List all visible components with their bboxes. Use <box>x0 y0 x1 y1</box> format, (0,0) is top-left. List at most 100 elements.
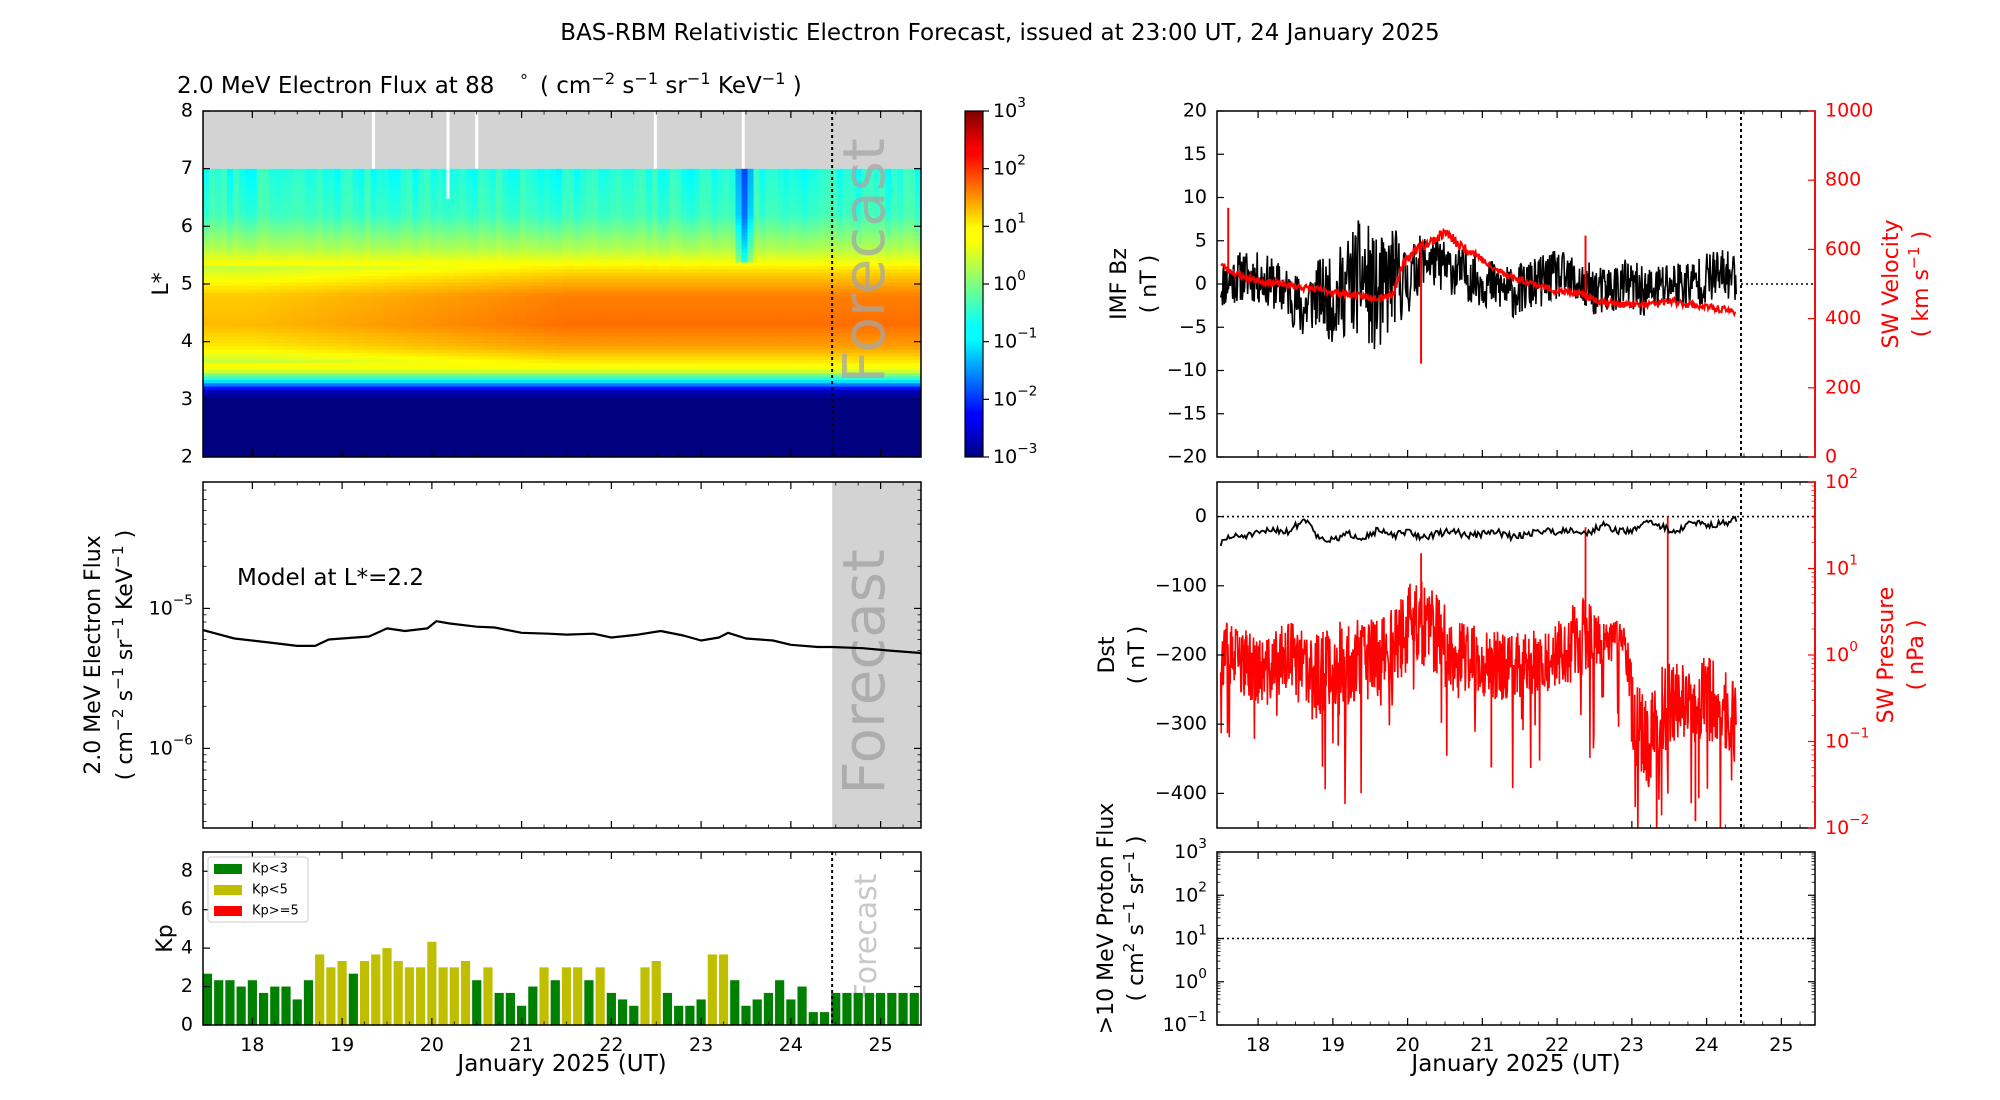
heatmap-cell <box>460 205 467 210</box>
heatmap-cell <box>244 410 252 415</box>
heatmap-cell <box>328 336 336 341</box>
heatmap-cell <box>496 229 503 233</box>
heatmap-cell <box>322 178 330 183</box>
heatmap-cell <box>352 423 360 428</box>
heatmap-cell <box>304 356 312 361</box>
heatmap-cell <box>214 235 222 240</box>
heatmap-cell <box>244 319 252 324</box>
heatmap-cell <box>316 296 324 301</box>
heatmap-cell <box>346 249 354 254</box>
heatmap-cell <box>406 185 414 190</box>
heatmap-cell <box>526 343 533 347</box>
heatmap-cell <box>400 205 408 210</box>
heatmap-cell <box>304 426 312 431</box>
heatmap-cell <box>262 212 270 217</box>
heatmap-cell <box>460 359 467 364</box>
heatmap-cell <box>418 245 425 250</box>
heatmap-cell <box>406 225 414 230</box>
heatmap-cell <box>478 406 485 411</box>
heatmap-cell <box>262 188 270 193</box>
heatmap-cell <box>544 433 551 438</box>
heatmap-cell <box>203 379 210 384</box>
heatmap-cell <box>532 212 539 217</box>
heatmap-cell <box>340 359 348 364</box>
heatmap-cell <box>508 249 515 254</box>
heatmap-cell <box>490 272 497 277</box>
heatmap-cell <box>352 205 360 210</box>
heatmap-cell <box>250 168 258 173</box>
heatmap-cell <box>520 222 527 227</box>
heatmap-cell <box>394 433 402 438</box>
heatmap-cell <box>466 175 473 180</box>
heatmap-cell <box>268 396 276 401</box>
heatmap-cell <box>250 329 258 334</box>
heatmap-cell <box>203 302 210 307</box>
heatmap-cell <box>346 336 354 341</box>
heatmap-cell <box>400 239 408 244</box>
heatmap-cell <box>406 430 414 435</box>
heatmap-cell <box>262 349 270 354</box>
heatmap-cell <box>436 275 443 280</box>
heatmap-cell <box>520 259 527 264</box>
heatmap-cell <box>454 356 461 361</box>
heatmap-cell <box>340 379 348 384</box>
heatmap-cell <box>544 379 551 384</box>
heatmap-cell <box>394 430 402 435</box>
heatmap-cell <box>538 202 545 207</box>
heatmap-cell <box>532 369 539 374</box>
heatmap-cell <box>370 339 378 344</box>
heatmap-cell <box>346 195 354 200</box>
heatmap-cell <box>220 369 228 374</box>
heatmap-cell <box>364 453 372 457</box>
heatmap-cell <box>424 453 431 457</box>
heatmap-cell <box>280 410 288 415</box>
heatmap-cell <box>430 406 437 411</box>
heatmap-cell <box>274 336 282 341</box>
heatmap-cell <box>322 195 330 200</box>
heatmap-area <box>203 111 921 457</box>
heatmap-cell <box>208 349 216 354</box>
heatmap-cell <box>526 400 533 404</box>
heatmap-cell <box>472 168 479 173</box>
heatmap-cell <box>226 379 234 384</box>
heatmap-cell <box>322 359 330 364</box>
heatmap-cell <box>262 353 270 358</box>
heatmap-cell <box>502 373 509 378</box>
heatmap-cell <box>418 410 425 415</box>
heatmap-cell <box>274 430 282 435</box>
heatmap-cell <box>388 366 396 371</box>
heatmap-cell <box>286 316 294 321</box>
heatmap-cell <box>376 416 384 421</box>
heatmap-cell <box>310 245 318 250</box>
heatmap-cell <box>472 269 479 274</box>
heatmap-cell <box>298 272 306 277</box>
heatmap-cell <box>532 356 539 361</box>
heatmap-cell <box>328 356 336 361</box>
heatmap-cell <box>262 423 270 428</box>
heatmap-cell <box>340 403 348 408</box>
heatmap-cell <box>430 446 437 451</box>
heatmap-cell <box>203 433 210 438</box>
heatmap-cell <box>328 446 336 451</box>
heatmap-cell <box>472 316 479 321</box>
heatmap-cell <box>544 279 551 284</box>
heatmap-cell <box>208 446 216 451</box>
heatmap-cell <box>424 218 431 223</box>
heatmap-cell <box>442 306 449 311</box>
heatmap-cell <box>214 222 222 227</box>
heatmap-cell <box>532 309 539 314</box>
heatmap-cell <box>244 239 252 244</box>
heatmap-cell <box>424 222 431 227</box>
heatmap-cell <box>376 229 384 233</box>
heatmap-cell <box>466 453 473 457</box>
heatmap-cell <box>394 450 402 455</box>
heatmap-cell <box>298 353 306 358</box>
heatmap-cell <box>226 198 234 203</box>
heatmap-cell <box>448 420 455 425</box>
heatmap-cell <box>280 249 288 254</box>
heatmap-cell <box>208 396 216 401</box>
heatmap-cell <box>322 275 330 280</box>
heatmap-cell <box>478 343 485 347</box>
heatmap-cell <box>280 172 288 176</box>
heatmap-cell <box>286 336 294 341</box>
